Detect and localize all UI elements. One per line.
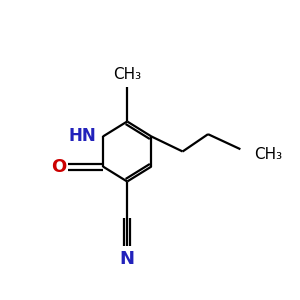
Text: N: N [120, 250, 135, 268]
Text: CH₃: CH₃ [254, 148, 282, 163]
Text: O: O [51, 158, 66, 175]
Text: HN: HN [68, 128, 96, 146]
Text: CH₃: CH₃ [113, 67, 141, 82]
